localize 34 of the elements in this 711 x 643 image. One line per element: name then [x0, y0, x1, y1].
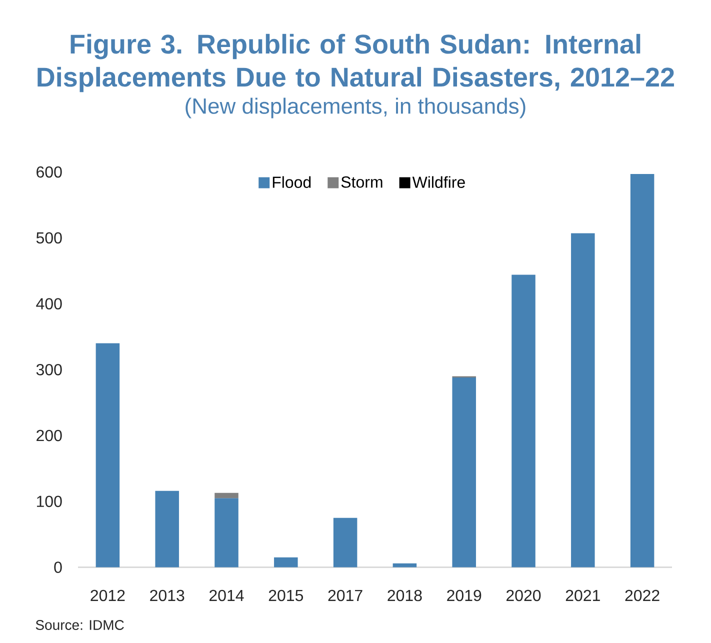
x-tick-label: 2020 — [506, 590, 541, 602]
bar — [392, 563, 417, 568]
x-tick-label: 2013 — [150, 590, 184, 602]
x-tick-label: 2021 — [566, 590, 600, 602]
bar — [96, 343, 120, 568]
source-note: Source: IDMC — [36, 620, 124, 630]
y-tick-label: 300 — [36, 364, 62, 376]
y-tick-label: 500 — [36, 232, 62, 244]
x-tick-label: 2017 — [328, 590, 362, 602]
x-tick-label: 2022 — [625, 590, 660, 602]
bar — [214, 492, 238, 498]
legend-label: Flood — [272, 176, 311, 188]
bar — [452, 378, 476, 568]
x-tick-label: 2015 — [268, 590, 304, 602]
legend-label: Wildfire — [412, 176, 465, 188]
bar — [333, 518, 358, 568]
y-tick-label: 400 — [36, 298, 62, 310]
x-tick-label: 2018 — [388, 590, 422, 602]
bar — [512, 274, 536, 568]
bar — [274, 557, 298, 568]
chart-title: Figure 3. Republic of South Sudan: Internal Displacements Due to Natural Disasters, 2012–22 — [38, 34, 674, 92]
legend-label: Storm — [341, 176, 382, 188]
chart-subtitle: (New displacements, in thousands) — [186, 98, 526, 118]
x-tick-label: 2019 — [447, 590, 482, 602]
y-tick-label: 600 — [36, 166, 62, 178]
x-tick-label: 2014 — [210, 590, 244, 602]
bar — [630, 174, 654, 568]
bar — [214, 498, 238, 568]
bar — [155, 490, 179, 568]
bar — [571, 233, 595, 568]
y-tick-label: 100 — [37, 496, 62, 508]
y-tick-label: 0 — [54, 562, 62, 573]
y-tick-label: 200 — [36, 430, 62, 442]
x-tick-label: 2012 — [90, 590, 125, 602]
